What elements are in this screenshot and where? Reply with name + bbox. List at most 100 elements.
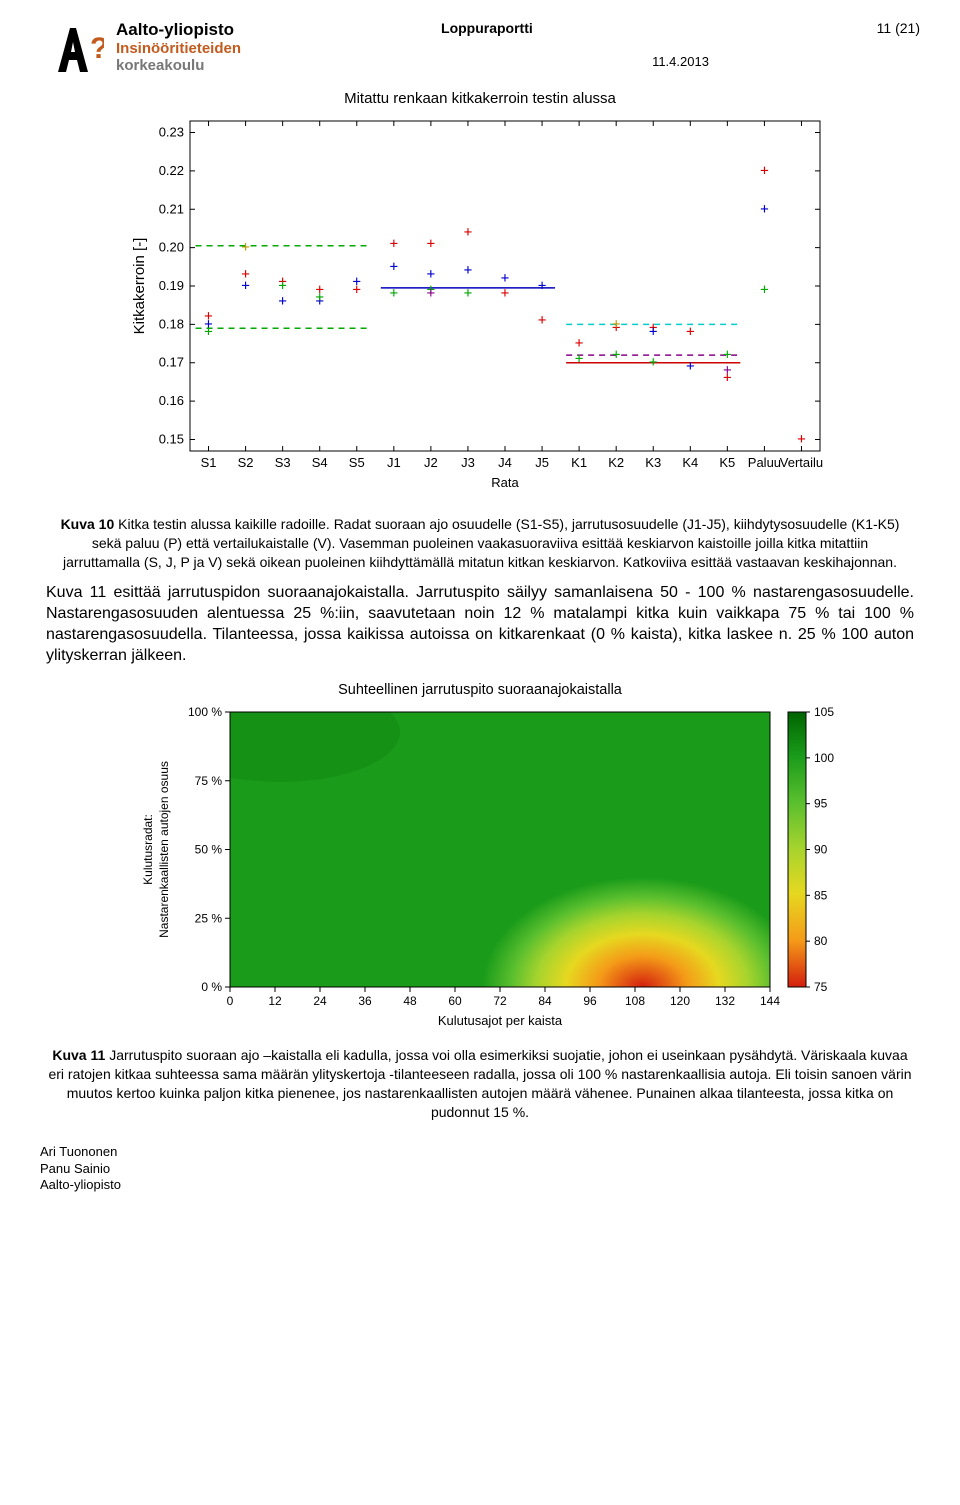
svg-text:132: 132	[715, 994, 735, 1008]
svg-text:+: +	[315, 290, 323, 306]
svg-text:+: +	[686, 359, 694, 375]
svg-text:J1: J1	[387, 455, 401, 470]
svg-text:95: 95	[814, 797, 828, 811]
svg-text:0.17: 0.17	[159, 355, 184, 370]
svg-text:+: +	[464, 286, 472, 302]
scatter-chart: Mitattu renkaan kitkakerroin testin alus…	[120, 90, 840, 501]
svg-text:+: +	[538, 313, 546, 329]
scatter-title: Mitattu renkaan kitkakerroin testin alus…	[120, 90, 840, 107]
svg-text:0.19: 0.19	[159, 278, 184, 293]
svg-text:+: +	[723, 347, 731, 363]
svg-text:100 %: 100 %	[188, 705, 222, 719]
svg-text:60: 60	[448, 994, 462, 1008]
footer-line-3: Aalto-yliopisto	[40, 1177, 920, 1194]
svg-text:J2: J2	[424, 455, 438, 470]
svg-text:J3: J3	[461, 455, 475, 470]
svg-text:48: 48	[403, 994, 417, 1008]
svg-text:0.23: 0.23	[159, 125, 184, 140]
svg-text:Kulutusajot per kaista: Kulutusajot per kaista	[438, 1013, 563, 1028]
heatmap-chart: Suhteellinen jarrutuspito suoraanajokais…	[120, 682, 840, 1032]
svg-text:+: +	[390, 236, 398, 252]
svg-text:75: 75	[814, 980, 828, 994]
svg-text:+: +	[390, 259, 398, 275]
svg-text:0.22: 0.22	[159, 163, 184, 178]
svg-text:S2: S2	[238, 455, 254, 470]
svg-text:+: +	[612, 316, 620, 332]
svg-text:+: +	[427, 266, 435, 282]
svg-text:105: 105	[814, 705, 834, 719]
svg-text:24: 24	[313, 994, 327, 1008]
svg-text:J5: J5	[535, 455, 549, 470]
paragraph-1: Kuva 11 esittää jarrutuspidon suoraanajo…	[46, 582, 914, 666]
svg-text:Nastarenkaallisten autojen osu: Nastarenkaallisten autojen osuus	[157, 761, 171, 938]
logo-text-block: Aalto-yliopisto Insinööritieteiden korke…	[116, 20, 241, 74]
logo-line-2: Insinööritieteiden	[116, 40, 241, 57]
svg-text:K1: K1	[571, 455, 587, 470]
svg-text:0.18: 0.18	[159, 316, 184, 331]
svg-text:K5: K5	[719, 455, 735, 470]
svg-text:+: +	[353, 274, 361, 290]
svg-text:+: +	[686, 324, 694, 340]
svg-text:S1: S1	[201, 455, 217, 470]
svg-text:+: +	[538, 278, 546, 294]
svg-text:0.20: 0.20	[159, 240, 184, 255]
svg-text:100: 100	[814, 751, 834, 765]
scatter-svg: 0.15 0.16 0.17 0.18 0.19 0.20 0.21 0.22 0.23 S1 S2…	[120, 111, 840, 501]
svg-text:S4: S4	[312, 455, 328, 470]
svg-text:75 %: 75 %	[195, 774, 223, 788]
svg-text:0.16: 0.16	[159, 393, 184, 408]
svg-text:0.21: 0.21	[159, 201, 184, 216]
figure10-caption: Kuva 10 Kitka testin alussa kaikille rad…	[60, 515, 900, 572]
svg-text:0.15: 0.15	[159, 431, 184, 446]
logo-line-1: Aalto-yliopisto	[116, 20, 241, 40]
svg-text:+: +	[241, 240, 249, 256]
svg-text:K3: K3	[645, 455, 661, 470]
svg-text:K4: K4	[682, 455, 698, 470]
figure11-caption: Kuva 11 Jarrutuspito suoraan ajo –kaista…	[46, 1046, 914, 1122]
svg-text:50 %: 50 %	[195, 843, 223, 857]
svg-text:S5: S5	[349, 455, 365, 470]
svg-text:Kitkakerroin [-]: Kitkakerroin [-]	[131, 238, 148, 335]
svg-text:+: +	[575, 336, 583, 352]
page-header: ? Aalto-yliopisto Insinööritieteiden kor…	[40, 20, 920, 80]
svg-text:+: +	[760, 163, 768, 179]
heat-svg: 012243648607284961081201321440 %25 %50 %…	[120, 702, 840, 1032]
svg-text:S3: S3	[275, 455, 291, 470]
footer-line-1: Ari Tuononen	[40, 1144, 920, 1161]
svg-text:Paluu: Paluu	[748, 455, 781, 470]
svg-text:+: +	[760, 282, 768, 298]
fig11-lead: Kuva 11	[52, 1047, 109, 1063]
svg-text:96: 96	[583, 994, 597, 1008]
svg-text:90: 90	[814, 843, 828, 857]
svg-text:+: +	[649, 355, 657, 371]
svg-text:+: +	[278, 278, 286, 294]
svg-text:12: 12	[268, 994, 282, 1008]
svg-text:+: +	[390, 286, 398, 302]
svg-text:+: +	[278, 293, 286, 309]
fig10-lead: Kuva 10	[61, 516, 119, 532]
svg-text:+: +	[797, 431, 805, 447]
svg-text:+: +	[241, 278, 249, 294]
svg-text:+: +	[723, 362, 731, 378]
svg-text:+: +	[427, 236, 435, 252]
report-title: Loppuraportti	[441, 20, 533, 36]
svg-text:25 %: 25 %	[195, 911, 223, 925]
svg-text:+: +	[649, 324, 657, 340]
svg-text:0: 0	[227, 994, 234, 1008]
svg-text:+: +	[464, 224, 472, 240]
svg-text:Vertailu: Vertailu	[780, 455, 823, 470]
svg-text:108: 108	[625, 994, 645, 1008]
svg-text:0 %: 0 %	[201, 980, 222, 994]
fig11-body: Jarrutuspito suoraan ajo –kaistalla eli …	[48, 1047, 911, 1120]
svg-text:120: 120	[670, 994, 690, 1008]
svg-text:84: 84	[538, 994, 552, 1008]
heat-title: Suhteellinen jarrutuspito suoraanajokais…	[120, 682, 840, 698]
svg-text:Rata: Rata	[491, 475, 519, 490]
svg-text:36: 36	[358, 994, 372, 1008]
svg-text:+: +	[427, 286, 435, 302]
svg-text:Kulutusradat:: Kulutusradat:	[141, 814, 155, 885]
svg-text:85: 85	[814, 888, 828, 902]
svg-text:144: 144	[760, 994, 780, 1008]
svg-text:+: +	[575, 351, 583, 367]
report-date: 11.4.2013	[441, 54, 920, 69]
